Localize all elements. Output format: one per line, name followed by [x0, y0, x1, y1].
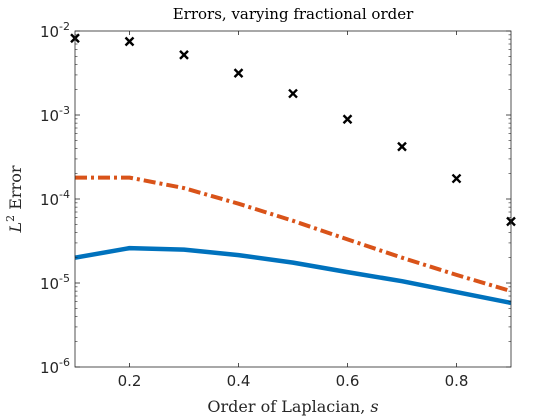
data-point-marker	[288, 88, 298, 99]
plot-area	[75, 31, 511, 367]
y-tick-label: 10-5	[40, 272, 70, 293]
x-tick-label: 0.2	[118, 372, 142, 390]
y-axis-label: L2 Error	[4, 165, 25, 233]
series-line-dashdot	[75, 175, 512, 294]
series-line-solid	[74, 245, 512, 306]
x-axis-label-text: Order of Laplacian,	[207, 397, 370, 416]
data-point-marker	[342, 114, 353, 125]
y-tick-label: 10-2	[40, 20, 70, 41]
data-point-marker	[397, 141, 407, 152]
marker-stroke	[179, 50, 189, 60]
y-axis-label-variable: L	[6, 222, 25, 234]
data-point-marker	[179, 50, 189, 60]
marker-stroke	[342, 114, 353, 125]
marker-stroke	[288, 88, 298, 99]
chart-title: Errors, varying fractional order	[173, 5, 414, 23]
marker-stroke	[451, 173, 462, 184]
data-point-marker	[124, 36, 135, 47]
tick-layer: 0.2 0.4 0.6 0.8 10-6 10-5 10-4 10-3 10-2	[40, 20, 511, 390]
x-axis-label-variable: s	[370, 397, 378, 416]
x-tick-label: 0.4	[227, 372, 251, 390]
x-tick-label: 0.6	[336, 372, 360, 390]
x-axis-label: Order of Laplacian, s	[207, 397, 378, 416]
y-axis-label-text: Error	[6, 165, 25, 215]
marker-stroke	[233, 68, 244, 78]
y-tick-label: 10-3	[40, 104, 70, 125]
y-tick-label: 10-6	[40, 356, 70, 377]
marker-stroke	[124, 36, 135, 47]
marker-stroke	[397, 141, 407, 152]
x-tick-label: 0.8	[445, 372, 469, 390]
data-point-marker	[233, 68, 244, 78]
y-axis-label-superscript: 2	[4, 215, 17, 222]
data-point-marker	[451, 173, 462, 184]
series-layer	[70, 33, 516, 306]
y-tick-label: 10-4	[40, 188, 70, 209]
